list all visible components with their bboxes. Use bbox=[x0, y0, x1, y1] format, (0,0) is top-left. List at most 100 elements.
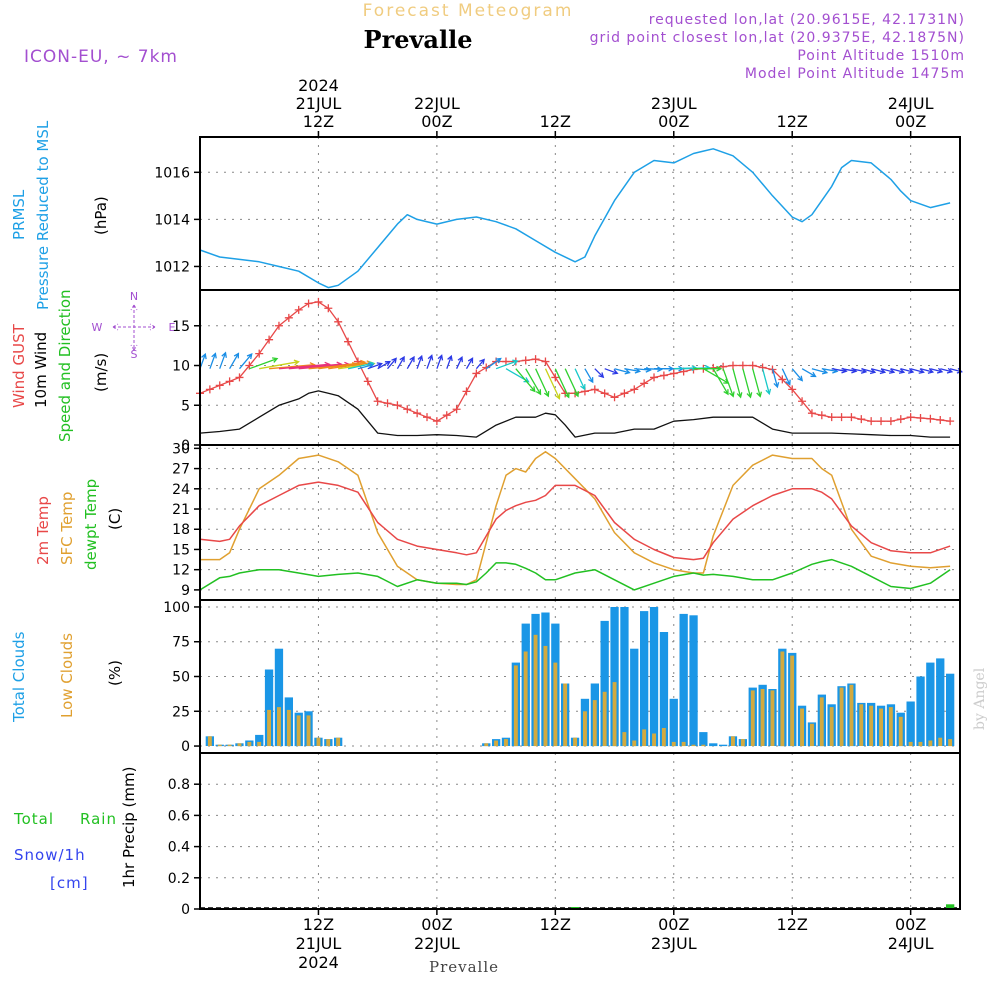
precip-label-total: Total bbox=[13, 810, 54, 828]
precip-ytick-label: 0 bbox=[181, 902, 190, 918]
precip-ytick-label: 0.4 bbox=[168, 840, 190, 856]
gust-marker bbox=[521, 356, 530, 365]
clouds-ytick-label: 50 bbox=[172, 670, 190, 686]
bottom-time-label: 2024 bbox=[298, 953, 339, 972]
gust-marker bbox=[274, 321, 283, 330]
gust-marker bbox=[403, 405, 412, 414]
gust-marker bbox=[255, 349, 264, 358]
wind-arrow bbox=[930, 367, 944, 374]
wind-label-gust: Wind GUST bbox=[10, 323, 28, 408]
gust-marker bbox=[807, 409, 816, 418]
pressure-line bbox=[199, 148, 951, 289]
top-time-label: 00Z bbox=[895, 112, 926, 131]
wind-arrow bbox=[416, 354, 424, 369]
temp-side-labels: 2m Temp SFC Temp dewpt Temp (C) bbox=[34, 479, 124, 570]
total-cloud-bar bbox=[719, 744, 728, 747]
gust-marker bbox=[600, 389, 609, 398]
wind-arrow bbox=[259, 359, 300, 370]
top-time-label: 22JUL bbox=[414, 94, 460, 113]
wind-arrow bbox=[693, 365, 723, 372]
temperature-ytick-label: 18 bbox=[172, 522, 190, 538]
cloud-unit: (%) bbox=[106, 660, 124, 686]
temperature-ytick-label: 27 bbox=[172, 462, 190, 478]
wind-arrow bbox=[525, 368, 542, 396]
compass-w: W bbox=[92, 321, 103, 334]
wind-arrow bbox=[377, 360, 392, 370]
cloud-label-total: Total Clouds bbox=[10, 631, 28, 723]
wind-arrow bbox=[801, 368, 817, 378]
compass-n: N bbox=[130, 290, 138, 303]
requested-coords: requested lon,lat (20.9615E, 42.1731N) bbox=[649, 12, 965, 28]
gust-marker bbox=[906, 413, 915, 422]
total-cloud-bar bbox=[669, 698, 678, 747]
wind-arrow bbox=[880, 368, 896, 374]
low-cloud-bar bbox=[800, 708, 804, 747]
gust-marker bbox=[827, 413, 836, 422]
total-cloud-bar bbox=[936, 658, 945, 746]
wind-arrow bbox=[871, 368, 887, 375]
low-cloud-bar bbox=[671, 741, 676, 747]
pressure-panel: 1012 1014 1016 bbox=[154, 136, 961, 291]
gust-marker bbox=[610, 393, 619, 402]
clouds-ytick-label: 75 bbox=[172, 635, 190, 651]
gust-marker bbox=[867, 417, 876, 426]
gust-marker bbox=[798, 397, 807, 406]
low-cloud-bar bbox=[207, 736, 212, 746]
wind-arrow bbox=[495, 359, 519, 370]
dewpt-line bbox=[199, 558, 951, 591]
bottom-time-label: 24JUL bbox=[888, 934, 934, 953]
low-cloud-bar bbox=[908, 741, 913, 747]
low-cloud-bar bbox=[918, 741, 923, 747]
gust-marker bbox=[857, 415, 866, 424]
low-cloud-bar bbox=[731, 736, 735, 746]
pressure-label-prmsl: PRMSL bbox=[10, 189, 28, 240]
low-cloud-bar bbox=[869, 705, 874, 746]
top-time-label: 12Z bbox=[540, 112, 571, 131]
wind-arrow bbox=[436, 354, 444, 369]
gust-marker bbox=[432, 417, 441, 426]
total-cloud-bar bbox=[946, 673, 955, 746]
temperature-ytick-label: 12 bbox=[172, 563, 190, 579]
gust-marker bbox=[383, 399, 392, 408]
gust-marker bbox=[748, 361, 757, 370]
temperature-ytick-label: 30 bbox=[172, 441, 190, 457]
credit-watermark: by Angel bbox=[972, 667, 988, 730]
wind-arrow bbox=[712, 368, 729, 396]
clouds-ytick-label: 100 bbox=[163, 600, 190, 616]
wind-arrow bbox=[761, 368, 772, 396]
temp-label-sfc: SFC Temp bbox=[58, 492, 76, 565]
low-cloud-bar bbox=[602, 691, 607, 746]
gust-marker bbox=[314, 297, 323, 306]
low-cloud-bar bbox=[642, 729, 647, 747]
gust-marker bbox=[324, 304, 333, 313]
chart-title: Prevalle bbox=[364, 25, 473, 54]
gust-marker bbox=[442, 411, 451, 420]
gust-marker bbox=[413, 409, 422, 418]
low-cloud-bar bbox=[632, 740, 637, 747]
temperature-ytick-label: 15 bbox=[172, 542, 190, 558]
low-cloud-bar bbox=[790, 655, 795, 746]
compass-e: E bbox=[169, 321, 176, 334]
gridpoint-coords: grid point closest lon,lat (20.9375E, 42… bbox=[590, 30, 965, 46]
low-cloud-bar bbox=[750, 690, 755, 746]
gust-marker bbox=[423, 413, 432, 422]
bottom-time-label: 12Z bbox=[303, 915, 334, 934]
model-label: ICON-EU, ~ 7km bbox=[24, 47, 178, 67]
gust-marker bbox=[373, 397, 382, 406]
compass-rose-icon bbox=[112, 304, 156, 351]
low-cloud-bar bbox=[563, 683, 568, 747]
low-cloud-bar bbox=[879, 708, 883, 747]
low-cloud-bar bbox=[523, 651, 528, 747]
top-time-label: 00Z bbox=[421, 112, 452, 131]
clouds-ytick-label: 0 bbox=[181, 739, 190, 755]
wind-arrow bbox=[900, 368, 915, 374]
low-cloud-bar bbox=[336, 737, 341, 746]
pressure-ytick-label: 1012 bbox=[154, 259, 190, 275]
low-cloud-bar bbox=[681, 741, 686, 747]
wind-arrow bbox=[387, 357, 397, 370]
low-cloud-bar bbox=[938, 737, 943, 746]
low-cloud-bar bbox=[691, 744, 696, 747]
gust-marker bbox=[284, 313, 293, 322]
